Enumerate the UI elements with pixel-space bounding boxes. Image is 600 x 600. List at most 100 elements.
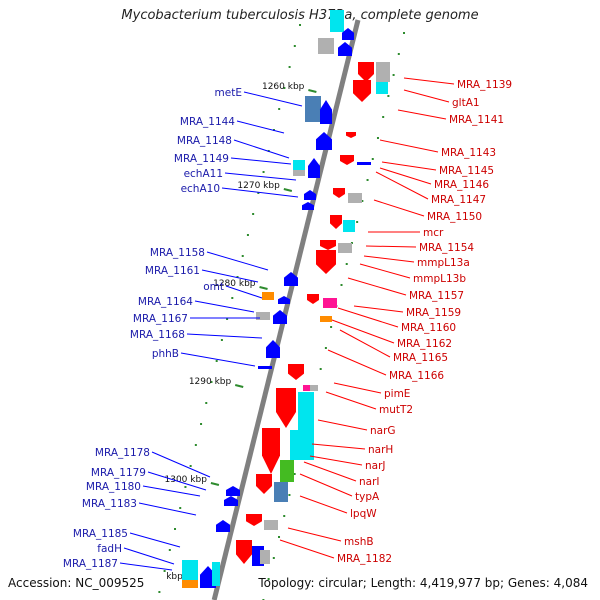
gene-arrow-reverse [342,28,354,40]
guide-dot [324,347,327,349]
gene-leader-line [333,382,382,394]
gene-leader-line [243,91,303,107]
gene-leader-line [403,77,455,85]
gene-block [330,10,344,32]
gene-leader-line [119,562,173,571]
gene-label-MRA_1180: MRA_1180 [86,481,141,493]
guide-dot [158,591,161,593]
gene-block [376,62,390,82]
gene-arrow-reverse [308,158,320,178]
guide-dot [184,486,187,488]
guide-dot [397,53,400,55]
gene-label-mmpL13a: mmpL13a [417,257,470,269]
scale-tick [210,482,220,486]
gene-block [280,460,294,482]
guide-dot [210,381,213,383]
gene-block [274,482,288,502]
gene-block [305,96,321,122]
gene-label-MRA_1162: MRA_1162 [397,338,452,350]
gene-label-MRA_1139: MRA_1139 [457,79,512,91]
guide-dot [278,536,281,538]
gene-leader-line [236,120,285,134]
gene-label-MRA_1148: MRA_1148 [177,135,232,147]
guide-dot [288,494,291,496]
guide-dot [278,108,281,110]
gene-leader-line [147,471,207,491]
gene-label-narG: narG [370,425,396,437]
gene-label-fadH: fadH [97,543,122,555]
gene-arrow-reverse [338,42,352,56]
guide-dot [179,507,182,509]
scale-tick-label: 1270 kbp [237,181,280,191]
gene-arrow-forward [316,250,336,274]
gene-label-narJ: narJ [365,460,386,472]
topology-text: Topology: circular; Length: 4,419,977 bp… [258,576,588,590]
guide-dot [226,318,229,320]
guide-dot [163,570,166,572]
gene-arrow-forward [307,294,319,304]
gene-arrow-reverse [273,310,287,324]
gene-arrow-forward [262,428,280,474]
gene-leader-line [142,485,201,497]
gene-arrow-forward [346,132,356,138]
gene-label-omt: omt [203,281,224,293]
gene-block [293,160,305,170]
gene-arrow-forward [288,364,304,380]
gene-leader-line [299,495,348,514]
gene-block [310,385,318,391]
gene-block [338,243,352,253]
guide-dot [236,276,239,278]
gene-leader-line [180,352,256,367]
gene-label-MRA_1159: MRA_1159 [406,307,461,319]
gene-label-typA: typA [355,491,380,503]
gene-label-MRA_1144: MRA_1144 [180,116,235,128]
gene-block [357,162,371,165]
gene-leader-line [151,451,211,478]
gene-leader-line [221,187,299,198]
guide-dot [376,137,379,139]
gene-leader-line [365,245,417,248]
guide-dot [241,255,244,257]
gene-leader-line [303,461,357,482]
gene-label-MRA_1183: MRA_1183 [82,498,137,510]
gene-label-mshB: mshB [344,536,374,548]
backbone-line [211,19,361,600]
gene-label-MRA_1179: MRA_1179 [91,467,146,479]
guide-dot [371,158,374,160]
gene-label-MRA_1185: MRA_1185 [73,528,128,540]
guide-dot [293,473,296,475]
guide-dot [403,32,406,34]
guide-dot [200,423,203,425]
gene-leader-line [309,455,363,466]
gene-block [212,562,220,586]
guide-dot [267,578,270,580]
guide-dot [215,360,218,362]
gene-label-mutT2: mutT2 [379,404,413,416]
scale-tick-label: 1300 kbp [165,475,208,485]
gene-leader-line [224,172,297,181]
gene-block [290,430,306,460]
gene-block [303,385,311,391]
gene-label-MRA_1157: MRA_1157 [409,290,464,302]
guide-dot [283,515,286,517]
gene-arrow-forward [353,80,371,102]
gene-leader-line [397,109,447,120]
gene-leader-line [225,285,263,299]
gene-arrow-forward [276,388,296,428]
gene-arrow-forward [333,188,345,198]
gene-leader-line [123,547,175,565]
scale-tick-label: 1260 kbp [262,82,305,92]
gene-leader-line [363,255,415,263]
gene-leader-line [299,473,353,497]
gene-label-MRA_1154: MRA_1154 [419,242,474,254]
gene-label-MRA_1164: MRA_1164 [138,296,193,308]
gene-leader-line [230,157,292,165]
guide-dot [283,87,286,89]
gene-leader-line [311,443,366,450]
gene-arrow-forward [340,155,354,165]
gene-label-mmpL13b: mmpL13b [413,273,466,285]
guide-dot [361,200,364,202]
gene-leader-line [194,300,255,313]
gene-arrow-reverse [266,340,280,358]
gene-label-MRA_1187: MRA_1187 [63,558,118,570]
